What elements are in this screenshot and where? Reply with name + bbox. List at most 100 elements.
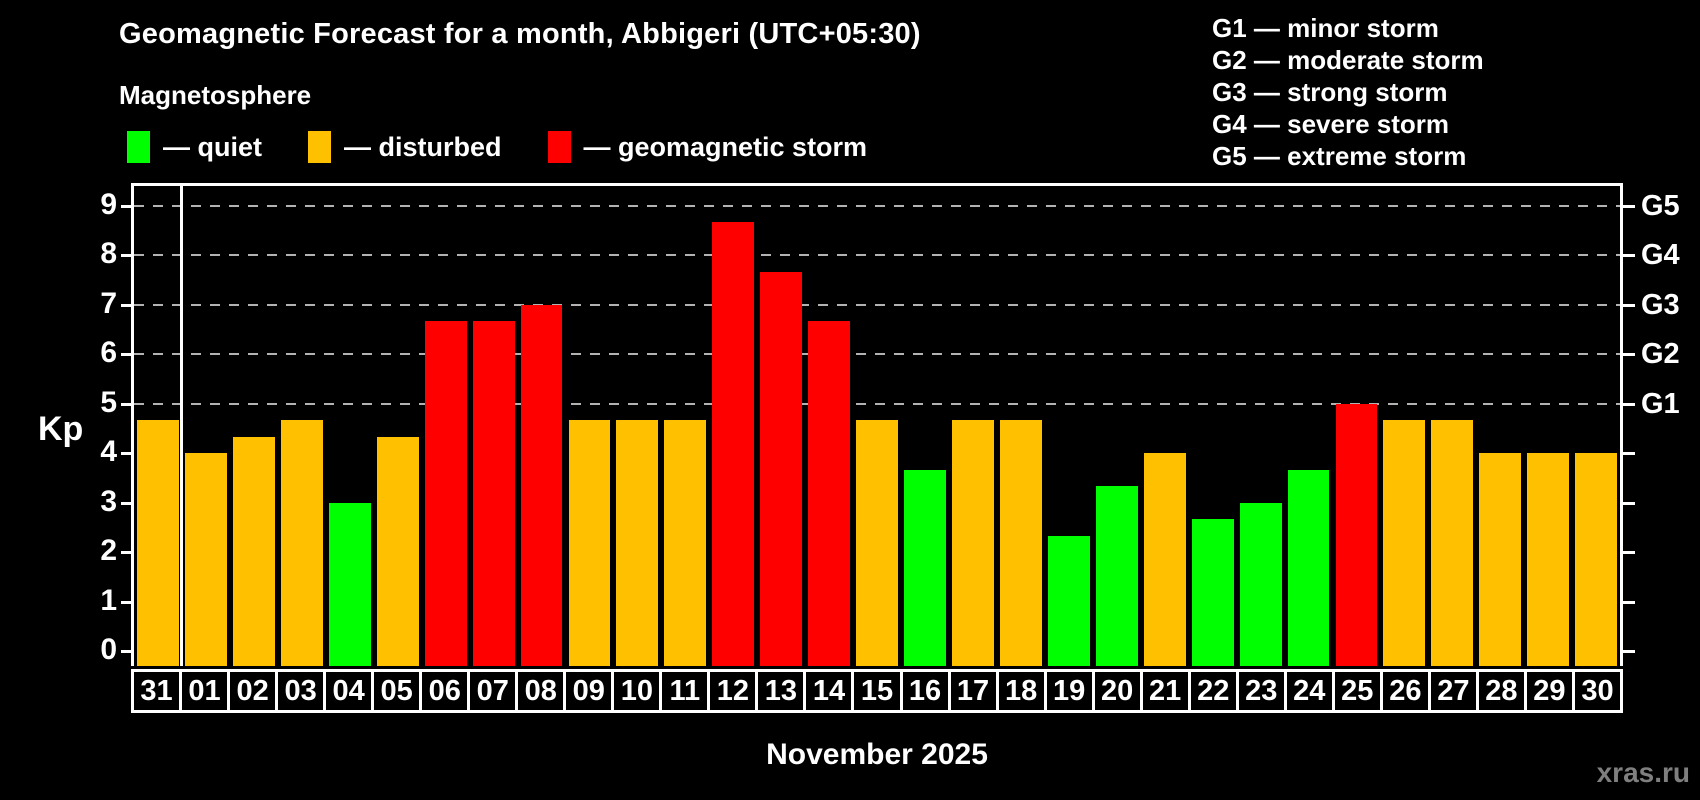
bar-day-12: [712, 222, 755, 666]
day-label-12: 12: [707, 669, 759, 713]
day-label-13: 13: [755, 669, 807, 713]
bar-day-08: [520, 304, 563, 666]
day-label-03: 03: [275, 669, 327, 713]
bar-day-15: [856, 420, 899, 666]
day-label-24: 24: [1283, 669, 1335, 713]
bar-day-26: [1383, 420, 1426, 666]
y-axis-tick-label-2: 2: [100, 534, 117, 568]
g-legend-line-5: G5 — extreme storm: [1212, 141, 1467, 171]
day-label-17: 17: [947, 669, 999, 713]
y-axis-tick-6: [121, 353, 131, 357]
y-axis-tick-8: [121, 254, 131, 258]
g-legend-line-1: G1 — minor storm: [1212, 13, 1439, 43]
bar-day-29: [1527, 453, 1570, 666]
y-axis-tick-label-3: 3: [100, 484, 117, 518]
y-axis-tick-5: [121, 402, 131, 406]
y-axis-title: Kp: [38, 410, 84, 448]
page-title: Geomagnetic Forecast for a month, Abbige…: [119, 18, 921, 50]
right-axis-label-G4: G4: [1641, 239, 1680, 272]
day-label-08: 08: [515, 669, 567, 713]
legend-label-disturbed: — disturbed: [344, 131, 502, 162]
right-axis-tick-0: [1623, 650, 1635, 654]
g-scale-legend: G1 — minor storm G2 — moderate storm G3 — …: [1212, 12, 1484, 172]
day-label-27: 27: [1427, 669, 1479, 713]
day-label-19: 19: [1043, 669, 1095, 713]
day-label-22: 22: [1187, 669, 1239, 713]
day-label-04: 04: [323, 669, 375, 713]
gridline-kp-6: [134, 353, 1620, 356]
day-label-29: 29: [1523, 669, 1575, 713]
day-label-30: 30: [1571, 669, 1623, 713]
legend-label-quiet: — quiet: [163, 131, 262, 162]
day-label-09: 09: [563, 669, 615, 713]
bar-day-04: [328, 502, 371, 666]
legend-swatch-storm: [547, 131, 571, 163]
month-separator-line: [180, 186, 184, 666]
watermark: xras.ru: [1596, 757, 1690, 788]
day-label-11: 11: [659, 669, 711, 713]
bar-day-18: [999, 420, 1042, 666]
day-label-02: 02: [227, 669, 279, 713]
bar-day-07: [472, 321, 515, 666]
y-axis-tick-label-7: 7: [100, 286, 117, 320]
day-label-15: 15: [851, 669, 903, 713]
day-label-31: 31: [131, 669, 183, 713]
y-axis-tick-2: [121, 551, 131, 555]
y-axis-tick-label-5: 5: [100, 385, 117, 419]
day-label-14: 14: [803, 669, 855, 713]
bar-day-06: [424, 321, 467, 666]
day-label-21: 21: [1139, 669, 1191, 713]
day-label-23: 23: [1235, 669, 1287, 713]
bar-day-14: [808, 321, 851, 666]
day-label-10: 10: [611, 669, 663, 713]
right-axis-tick-5: [1623, 402, 1635, 406]
bar-day-25: [1335, 403, 1378, 666]
bar-day-03: [280, 420, 323, 666]
y-axis-tick-label-8: 8: [100, 237, 117, 271]
x-axis-title: November 2025: [766, 738, 988, 771]
bar-day-02: [232, 436, 275, 666]
right-axis-tick-2: [1623, 551, 1635, 555]
day-label-28: 28: [1475, 669, 1527, 713]
day-label-18: 18: [995, 669, 1047, 713]
g-legend-line-3: G3 — strong storm: [1212, 77, 1448, 107]
bar-day-24: [1287, 469, 1330, 666]
bar-day-20: [1095, 486, 1138, 666]
right-axis-tick-4: [1623, 452, 1635, 456]
legend-swatch-disturbed: [308, 131, 331, 163]
gridline-kp-8: [134, 254, 1620, 257]
right-axis-tick-6: [1623, 353, 1635, 357]
y-axis-tick-4: [121, 452, 131, 456]
legend-item-quiet: — quiet: [127, 131, 262, 163]
day-label-01: 01: [179, 669, 231, 713]
gridline-kp-9: [134, 204, 1620, 207]
right-axis-label-G1: G1: [1641, 387, 1680, 420]
y-axis-tick-label-4: 4: [100, 435, 117, 469]
x-axis-day-labels: 31 01 02 03 04 05 06 07 08 09 10 11 12 13 14 15 16 17 18 19…: [131, 669, 1623, 713]
y-axis-tick-label-9: 9: [100, 187, 117, 221]
bar-day-11: [664, 420, 707, 666]
y-axis-tick-label-0: 0: [100, 633, 117, 667]
day-label-25: 25: [1331, 669, 1383, 713]
right-axis-tick-7: [1623, 303, 1635, 307]
right-axis-label-G2: G2: [1641, 338, 1680, 371]
right-axis-label-G5: G5: [1641, 189, 1680, 222]
g-legend-line-4: G4 — severe storm: [1212, 109, 1450, 139]
day-label-20: 20: [1091, 669, 1143, 713]
right-axis-tick-9: [1623, 204, 1635, 208]
bar-day-01: [185, 453, 227, 666]
day-label-07: 07: [467, 669, 519, 713]
right-axis-tick-8: [1623, 254, 1635, 258]
bar-day-13: [760, 271, 803, 666]
bar-day-31: [137, 420, 179, 666]
status-legend: — quiet — disturbed — geomagnetic storm: [127, 131, 867, 163]
right-axis-tick-1: [1623, 600, 1635, 604]
y-axis-tick-7: [121, 303, 131, 307]
chart-subtitle: Magnetosphere: [119, 80, 312, 110]
bar-day-09: [568, 420, 611, 666]
bar-day-27: [1431, 420, 1474, 666]
bar-day-21: [1143, 453, 1186, 666]
gridline-kp-5: [134, 402, 1620, 405]
legend-item-storm: — geomagnetic storm: [547, 131, 867, 163]
